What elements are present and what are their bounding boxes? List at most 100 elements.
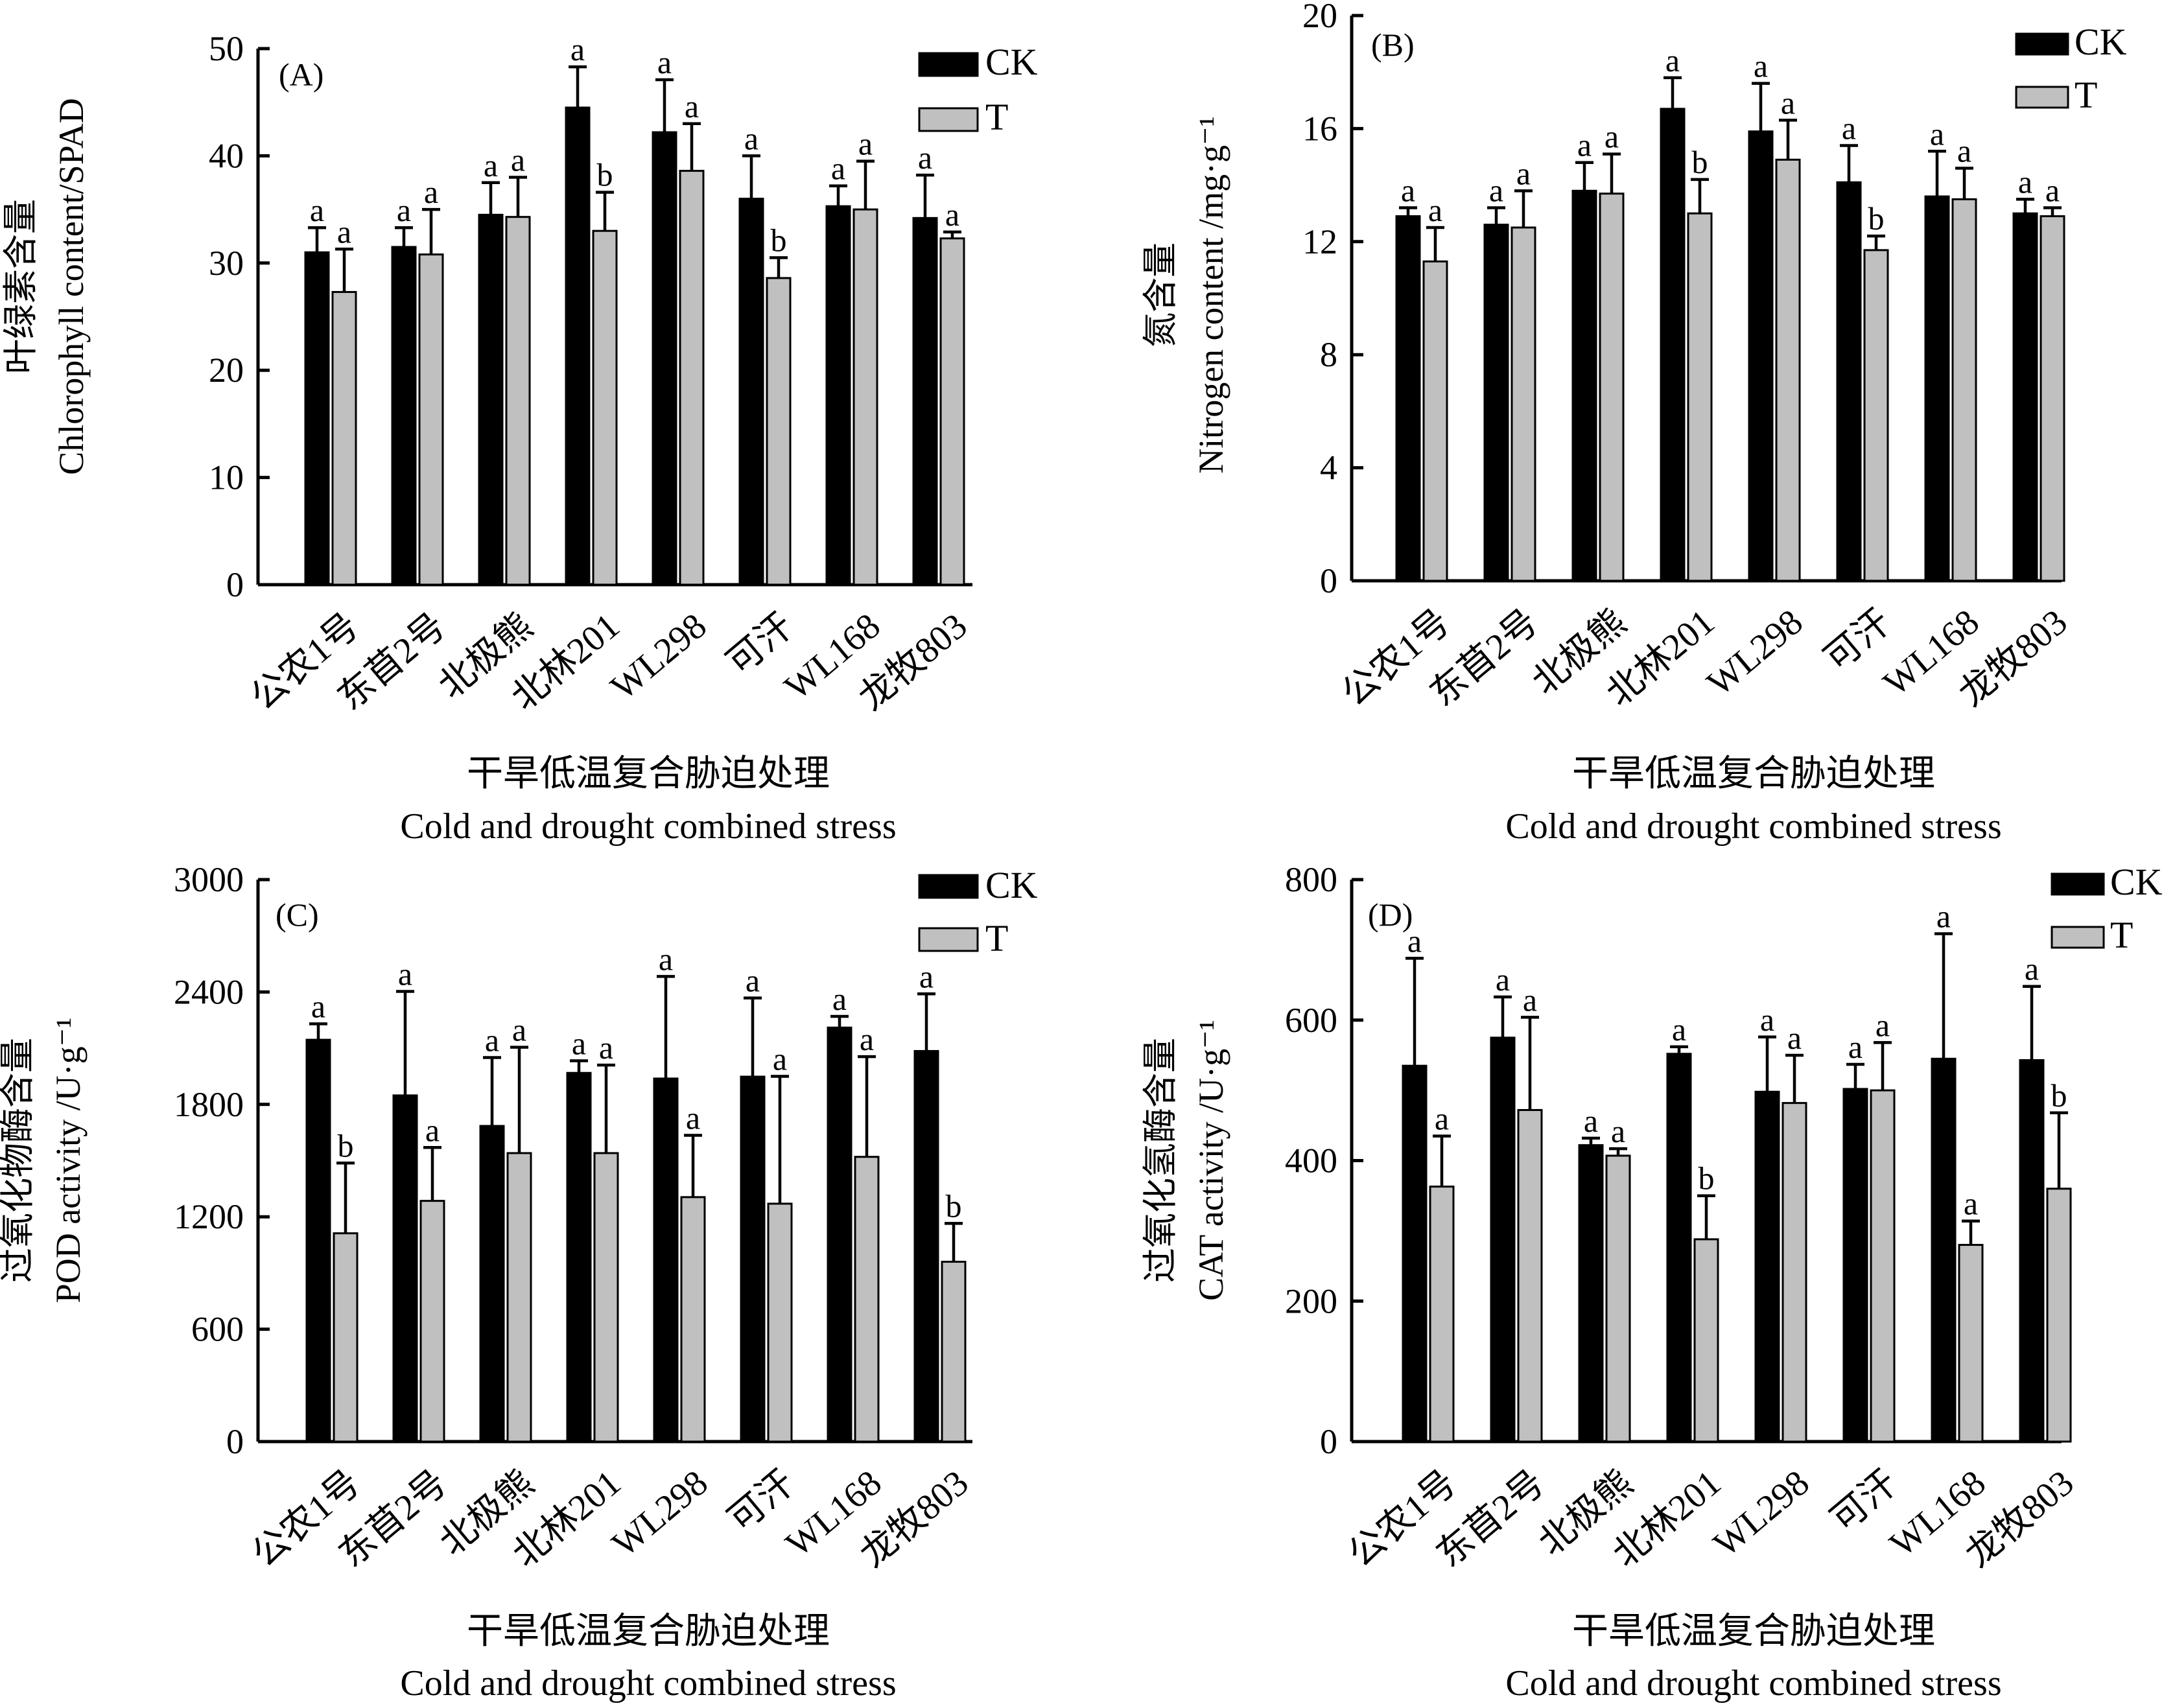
y-tick-label: 2400 xyxy=(174,972,244,1011)
significance-letter: a xyxy=(570,31,585,67)
bar-ck xyxy=(2019,1059,2045,1443)
legend-ck-label: CK xyxy=(985,41,1038,83)
significance-letter: a xyxy=(1516,155,1531,191)
significance-letter: a xyxy=(1611,1113,1625,1149)
legend-ck-swatch xyxy=(2015,32,2069,56)
bar-t xyxy=(505,216,531,586)
bar-t xyxy=(506,1152,532,1443)
significance-letter: a xyxy=(1754,48,1768,84)
x-tick-label: WL298 xyxy=(605,1462,716,1564)
bar-t xyxy=(854,1156,880,1443)
significance-letter: b xyxy=(597,157,613,193)
panel-d-xlabel-cn: 干旱低温复合胁迫处理 xyxy=(1572,1611,1935,1652)
bar-ck xyxy=(738,198,764,586)
panel-d-ylabel-cn: 过氧化氢酶含量 xyxy=(1141,1038,1180,1283)
significance-letter: a xyxy=(1787,1020,1802,1056)
bar-t xyxy=(333,1232,359,1443)
significance-letter: a xyxy=(1936,898,1951,934)
significance-letter: a xyxy=(1435,1101,1449,1137)
panel-a-label: (A) xyxy=(279,56,323,93)
bar-ck xyxy=(652,131,677,586)
panel-c-ylabel-cn: 过氧化物酶含量 xyxy=(0,1038,37,1283)
y-tick-label: 3000 xyxy=(174,860,244,899)
bar-ck xyxy=(2012,212,2038,582)
significance-letter: a xyxy=(686,1099,700,1136)
bar-ck xyxy=(912,216,938,586)
significance-letter: a xyxy=(512,1012,526,1048)
bar-ck xyxy=(391,246,417,586)
bar-t xyxy=(1870,1089,1896,1443)
bar-ck xyxy=(1924,195,1950,582)
y-tick-label: 600 xyxy=(1285,1001,1337,1040)
bar-t xyxy=(418,253,444,586)
significance-letter: a xyxy=(657,44,672,80)
bar-ck xyxy=(827,1026,852,1443)
bar-t xyxy=(766,277,792,586)
bar-t xyxy=(1422,260,1448,582)
legend-t-swatch xyxy=(918,107,979,132)
y-tick-label: 40 xyxy=(209,136,244,175)
bar-t xyxy=(1951,198,1977,582)
significance-letter: a xyxy=(918,139,932,176)
legend-ck-swatch xyxy=(2051,872,2105,896)
y-tick-label: 12 xyxy=(1302,222,1337,261)
bar-ck xyxy=(1754,1090,1780,1443)
legend-t-swatch xyxy=(2051,926,2105,949)
significance-letter: b xyxy=(946,1187,962,1224)
x-tick-label: WL298 xyxy=(1706,1462,1817,1564)
significance-letter: a xyxy=(1523,981,1537,1018)
panel-c-legend: CK T xyxy=(918,864,1038,959)
bar-t xyxy=(2046,1187,2072,1443)
bar-ck xyxy=(1666,1053,1692,1443)
significance-letter: a xyxy=(397,192,411,228)
legend-t-label: T xyxy=(985,917,1008,959)
panel-a-xlabel-en: Cold and drought combined stress xyxy=(400,806,896,847)
significance-letter: b xyxy=(1692,144,1708,180)
bar-t xyxy=(941,1261,967,1443)
panel-c-ylabel-en: POD activity /U·g⁻¹ xyxy=(49,1018,88,1304)
bar-t xyxy=(331,290,357,586)
significance-letter: a xyxy=(311,989,325,1025)
bar-t xyxy=(1599,193,1625,582)
y-tick-label: 800 xyxy=(1285,860,1337,899)
significance-letter: a xyxy=(425,1112,440,1148)
significance-letter: a xyxy=(1584,1103,1598,1139)
panel-a-ylabel-cn: 叶绿素含量 xyxy=(1,199,40,374)
significance-letter: a xyxy=(1428,192,1442,228)
bar-t xyxy=(2040,215,2065,582)
panel-c-label: (C) xyxy=(276,896,319,933)
bar-ck xyxy=(740,1075,766,1443)
legend-t-swatch xyxy=(2015,86,2069,109)
bar-t xyxy=(680,1196,706,1443)
legend-ck-swatch xyxy=(918,874,979,899)
significance-letter: a xyxy=(1930,115,1944,152)
significance-letter: a xyxy=(398,956,412,992)
significance-letter: a xyxy=(1401,172,1415,208)
significance-letter: b xyxy=(771,222,787,259)
y-tick-label: 0 xyxy=(226,565,244,604)
significance-letter: a xyxy=(1957,132,1971,169)
y-tick-label: 30 xyxy=(209,244,244,283)
significance-letter: a xyxy=(1781,84,1795,121)
y-tick-label: 200 xyxy=(1285,1281,1337,1320)
significance-letter: a xyxy=(744,120,758,156)
bar-t xyxy=(679,170,705,586)
panel-b-ylabel-cn: 氮含量 xyxy=(1141,242,1180,347)
panel-d-legend: CK T xyxy=(2051,861,2163,956)
panel-c-xlabel-cn: 干旱低温复合胁迫处理 xyxy=(467,1611,830,1652)
legend-t-swatch xyxy=(918,927,979,952)
y-tick-label: 16 xyxy=(1302,109,1337,148)
significance-letter: b xyxy=(1868,200,1885,237)
significance-letter: a xyxy=(1605,119,1619,155)
significance-letter: a xyxy=(337,213,351,250)
bar-ck xyxy=(1660,108,1686,582)
bar-ck xyxy=(1748,130,1774,582)
significance-letter: a xyxy=(773,1040,787,1077)
legend-ck-label: CK xyxy=(2110,861,2163,903)
significance-letter: b xyxy=(1699,1160,1715,1197)
